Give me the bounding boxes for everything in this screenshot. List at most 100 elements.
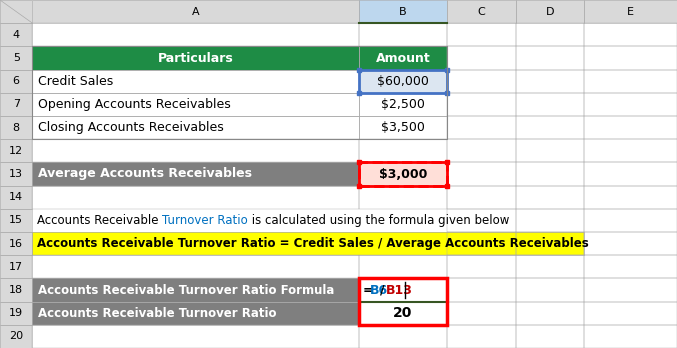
Bar [359,46,447,70]
Bar [0,232,32,255]
Bar [584,23,677,46]
Bar [447,325,516,348]
Bar [0,139,32,163]
Text: 4: 4 [13,30,20,40]
Bar [584,93,677,116]
Bar [32,23,359,46]
Bar [584,46,677,70]
Bar [516,116,584,139]
Bar [516,232,584,255]
Bar [584,255,677,278]
Bar [516,70,584,93]
Bar [447,185,516,209]
Bar [447,163,516,185]
Bar [584,163,677,185]
Bar [516,185,584,209]
Bar [447,23,516,46]
Bar [359,23,447,46]
Bar [516,232,584,255]
Bar [32,302,359,325]
Bar [584,185,677,209]
Bar [32,185,359,209]
Bar [447,93,516,116]
Text: A: A [192,7,200,17]
Bar [516,0,584,23]
Bar [0,163,32,185]
Bar [584,209,677,232]
Text: =: = [363,284,374,296]
Bar [359,255,447,278]
Bar [0,255,32,278]
Bar [32,46,359,70]
Text: E: E [627,7,634,17]
Text: 19: 19 [9,308,23,318]
Bar [584,70,677,93]
Bar [32,70,359,93]
Bar [32,278,359,302]
Bar [584,209,677,232]
Bar [0,23,32,46]
Bar [32,0,359,23]
Bar [32,185,359,209]
Text: Accounts Receivable Turnover Ratio = Credit Sales / Average Accounts Receivables: Accounts Receivable Turnover Ratio = Cre… [37,237,589,250]
Bar [584,325,677,348]
Bar [584,0,677,23]
Text: $3,500: $3,500 [381,121,424,134]
Bar [447,232,516,255]
Bar [516,23,584,46]
Bar [359,23,447,46]
Bar [0,70,32,93]
Text: $2,500: $2,500 [381,98,424,111]
Bar [447,23,516,46]
Bar [0,23,32,46]
Bar [359,46,447,70]
Bar [32,116,359,139]
Bar [447,278,516,302]
Bar [32,70,359,93]
Bar [0,302,32,325]
Text: Particulars: Particulars [158,52,234,64]
Text: 13: 13 [9,169,23,179]
Text: B13: B13 [386,284,413,296]
Bar [447,139,516,163]
Bar [359,185,447,209]
Bar [584,116,677,139]
Bar [0,209,32,232]
Text: Average Accounts Receivables: Average Accounts Receivables [38,167,252,181]
Bar [516,302,584,325]
Bar [359,93,447,116]
Bar [447,0,516,23]
Text: 20: 20 [393,306,412,320]
Bar [516,0,584,23]
Text: Credit Sales: Credit Sales [38,75,113,88]
Bar [359,139,447,163]
Bar [32,46,447,139]
Text: $60,000: $60,000 [377,75,429,88]
Bar [359,0,447,23]
Bar [516,139,584,163]
Bar [32,46,359,70]
Bar [447,70,516,93]
Bar [32,209,447,232]
Bar [584,93,677,116]
Bar [447,325,516,348]
Text: B6: B6 [370,284,388,296]
Bar [447,232,516,255]
Bar [584,70,677,93]
Bar [516,185,584,209]
Bar [516,325,584,348]
Text: /: / [380,284,385,296]
Bar [447,139,516,163]
Bar [0,46,32,70]
Text: 17: 17 [9,262,23,272]
Text: 16: 16 [9,239,23,248]
Bar [516,139,584,163]
Text: 6: 6 [13,76,20,86]
Bar [516,163,584,185]
Bar [516,116,584,139]
Text: 15: 15 [9,215,23,226]
Bar [0,46,32,70]
Text: Opening Accounts Receivables: Opening Accounts Receivables [38,98,231,111]
Bar [0,116,32,139]
Bar [447,46,516,70]
